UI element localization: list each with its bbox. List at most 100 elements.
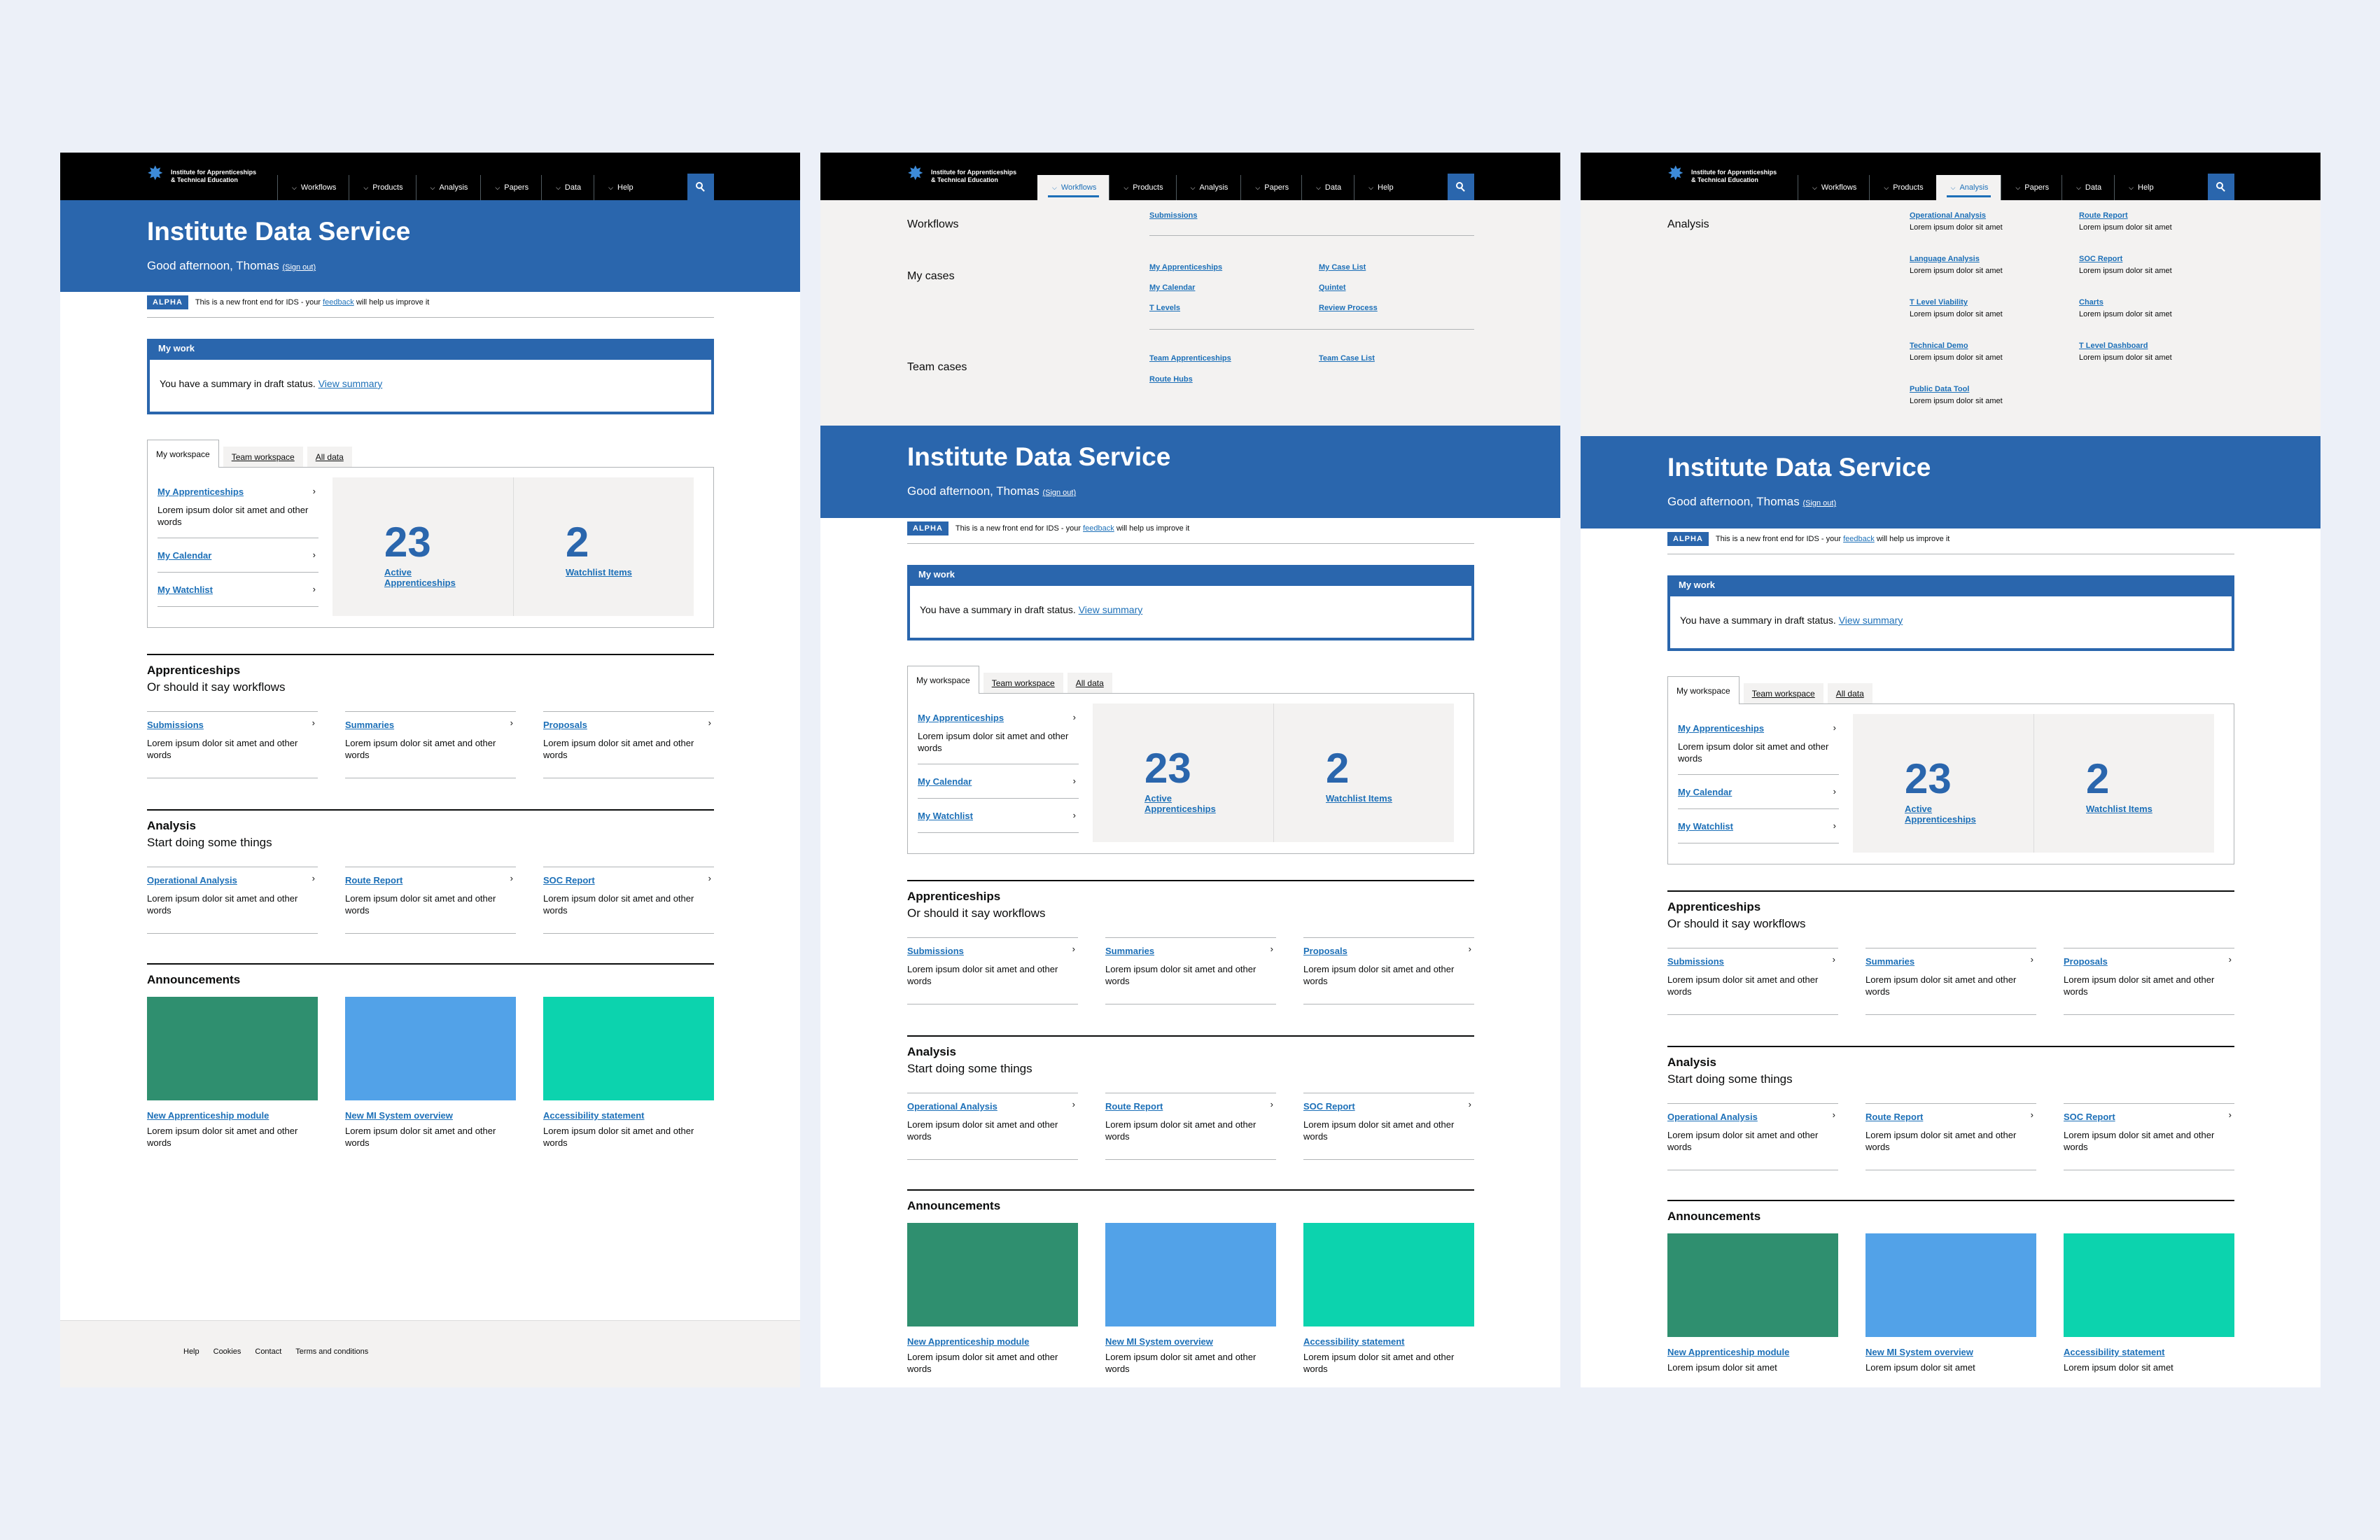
tab-team-workspace[interactable]: Team workspace — [983, 673, 1063, 694]
menu-link-soc-report[interactable]: SOC Report — [2079, 255, 2123, 263]
tab-my-workspace[interactable]: My workspace — [1667, 676, 1740, 704]
chevron-right-icon: › — [708, 873, 711, 883]
menu-link-language-analysis[interactable]: Language Analysis — [1910, 255, 1980, 263]
nav-data[interactable]: ⌵ Data — [2062, 175, 2114, 200]
nav-papers[interactable]: ⌵ Papers — [2001, 175, 2062, 200]
nav-products[interactable]: ⌵ Products — [349, 175, 415, 200]
feedback-link[interactable]: feedback — [1843, 535, 1875, 543]
my-calendar-link[interactable]: My Calendar — [918, 776, 972, 787]
my-watchlist-link[interactable]: My Watchlist — [918, 811, 973, 821]
chevron-down-icon: ⌵ — [1950, 183, 1956, 191]
nav-data[interactable]: ⌵ Data — [541, 175, 594, 200]
sign-out-link[interactable]: (Sign out) — [1802, 499, 1837, 507]
watchlist-items-link[interactable]: Watchlist Items — [2086, 804, 2152, 814]
nav-workflows[interactable]: ⌵ Workflows — [1798, 175, 1869, 200]
menu-link-my-apprenticeships[interactable]: My Apprenticeships — [1149, 263, 1223, 272]
nav-analysis[interactable]: ⌵ Analysis — [415, 175, 481, 200]
nav-workflows[interactable]: ⌵ Workflows — [1037, 175, 1110, 200]
nav-products[interactable]: ⌵ Products — [1109, 175, 1175, 200]
chevron-right-icon: › — [1270, 1099, 1273, 1110]
card-submissions: Submissions › Lorem ipsum dolor sit amet a… — [147, 711, 318, 778]
menu-link-public-data-tool[interactable]: Public Data Tool — [1910, 385, 1970, 393]
footer-link-help[interactable]: Help — [183, 1348, 200, 1356]
logo-line-1: Institute for Apprenticeships — [1691, 169, 1777, 176]
menu-link-team-case-list[interactable]: Team Case List — [1319, 354, 1375, 363]
menu-link-my-calendar[interactable]: My Calendar — [1149, 284, 1196, 292]
nav-analysis[interactable]: ⌵ Analysis — [1175, 175, 1241, 200]
announcement-image[interactable] — [1667, 1233, 1838, 1337]
tab-my-workspace[interactable]: My workspace — [907, 666, 979, 694]
menu-link-quintet[interactable]: Quintet — [1319, 284, 1346, 292]
announcement-image[interactable] — [1865, 1233, 2036, 1337]
nav-workflows[interactable]: ⌵ Workflows — [277, 175, 349, 200]
announcement-image[interactable] — [345, 997, 516, 1100]
card-soc-report: SOC Report › Lorem ipsum dolor sit amet an… — [543, 867, 714, 934]
my-calendar-link[interactable]: My Calendar — [158, 550, 212, 561]
menu-link-charts[interactable]: Charts — [2079, 298, 2104, 307]
search-button[interactable] — [687, 174, 714, 200]
my-apprenticeships-link[interactable]: My Apprenticeships — [1678, 723, 1765, 734]
menu-link-submissions[interactable]: Submissions — [1149, 211, 1198, 220]
feedback-link[interactable]: feedback — [323, 298, 354, 307]
nav-help[interactable]: ⌵ Help — [1354, 175, 1406, 200]
announcement-image[interactable] — [543, 997, 714, 1100]
announcement-image[interactable] — [907, 1223, 1078, 1326]
tab-team-workspace[interactable]: Team workspace — [1743, 683, 1823, 704]
my-work-heading: My work — [910, 568, 1471, 586]
footer-link-cookies[interactable]: Cookies — [213, 1348, 241, 1356]
menu-link-t-level-dashboard[interactable]: T Level Dashboard — [2079, 342, 2148, 350]
watchlist-items-link[interactable]: Watchlist Items — [566, 567, 632, 578]
view-summary-link[interactable]: View summary — [1838, 615, 1903, 626]
tab-my-workspace[interactable]: My workspace — [147, 440, 219, 468]
announcement-item: New MI System overview Lorem ipsum dolor … — [345, 997, 516, 1149]
menu-link-route-hubs[interactable]: Route Hubs — [1149, 375, 1193, 384]
chevron-right-icon: › — [510, 873, 513, 883]
active-apprenticeships-link[interactable]: Active Apprenticeships — [384, 567, 456, 588]
watchlist-items-link[interactable]: Watchlist Items — [1326, 793, 1392, 804]
logo[interactable]: ✸ Institute for Apprenticeships & Techni… — [907, 164, 1016, 185]
sign-out-link[interactable]: (Sign out) — [1042, 489, 1077, 497]
view-summary-link[interactable]: View summary — [1078, 604, 1143, 615]
announcement-image[interactable] — [1105, 1223, 1276, 1326]
menu-link-route-report[interactable]: Route Report — [2079, 211, 2128, 220]
announcement-image[interactable] — [147, 997, 318, 1100]
my-calendar-link[interactable]: My Calendar — [1678, 787, 1732, 797]
my-watchlist-link[interactable]: My Watchlist — [158, 584, 213, 595]
search-button[interactable] — [2208, 174, 2234, 200]
tab-all-data[interactable]: All data — [307, 447, 352, 468]
workflows-mega-menu: Workflows Submissions My cases My Appren… — [820, 200, 1560, 426]
active-apprenticeships-link[interactable]: Active Apprenticeships — [1905, 804, 1976, 825]
nav-data[interactable]: ⌵ Data — [1301, 175, 1354, 200]
logo[interactable]: ✸ Institute for Apprenticeships & Techni… — [1667, 164, 1777, 185]
menu-link-team-apprenticeships[interactable]: Team Apprenticeships — [1149, 354, 1231, 363]
my-apprenticeships-link[interactable]: My Apprenticeships — [158, 486, 244, 497]
view-summary-link[interactable]: View summary — [318, 378, 383, 389]
menu-link-operational-analysis[interactable]: Operational Analysis — [1910, 211, 1987, 220]
announcement-image[interactable] — [1303, 1223, 1474, 1326]
feedback-link[interactable]: feedback — [1083, 524, 1114, 533]
tab-all-data[interactable]: All data — [1827, 683, 1872, 704]
tab-all-data[interactable]: All data — [1067, 673, 1112, 694]
menu-link-review-process[interactable]: Review Process — [1319, 304, 1378, 312]
nav-help[interactable]: ⌵ Help — [2114, 175, 2166, 200]
my-watchlist-link[interactable]: My Watchlist — [1678, 821, 1733, 832]
menu-link-t-level-viability[interactable]: T Level Viability — [1910, 298, 1968, 307]
nav-analysis[interactable]: ⌵ Analysis — [1935, 175, 2001, 200]
nav-help[interactable]: ⌵ Help — [594, 175, 645, 200]
footer-link-terms[interactable]: Terms and conditions — [295, 1348, 369, 1356]
tab-team-workspace[interactable]: Team workspace — [223, 447, 303, 468]
announcement-image[interactable] — [2064, 1233, 2234, 1337]
search-button[interactable] — [1448, 174, 1474, 200]
menu-link-my-case-list[interactable]: My Case List — [1319, 263, 1366, 272]
sign-out-link[interactable]: (Sign out) — [282, 263, 316, 272]
menu-link-technical-demo[interactable]: Technical Demo — [1910, 342, 1968, 350]
nav-papers[interactable]: ⌵ Papers — [480, 175, 541, 200]
nav-papers[interactable]: ⌵ Papers — [1240, 175, 1301, 200]
menu-link-t-levels[interactable]: T Levels — [1149, 304, 1181, 312]
nav-products[interactable]: ⌵ Products — [1869, 175, 1935, 200]
logo[interactable]: ✸ Institute for Apprenticeships & Techni… — [147, 164, 256, 185]
my-apprenticeships-link[interactable]: My Apprenticeships — [918, 713, 1004, 723]
menu-group-label: Analysis — [1667, 218, 1709, 230]
footer-link-contact[interactable]: Contact — [255, 1348, 282, 1356]
active-apprenticeships-link[interactable]: Active Apprenticeships — [1144, 793, 1216, 814]
